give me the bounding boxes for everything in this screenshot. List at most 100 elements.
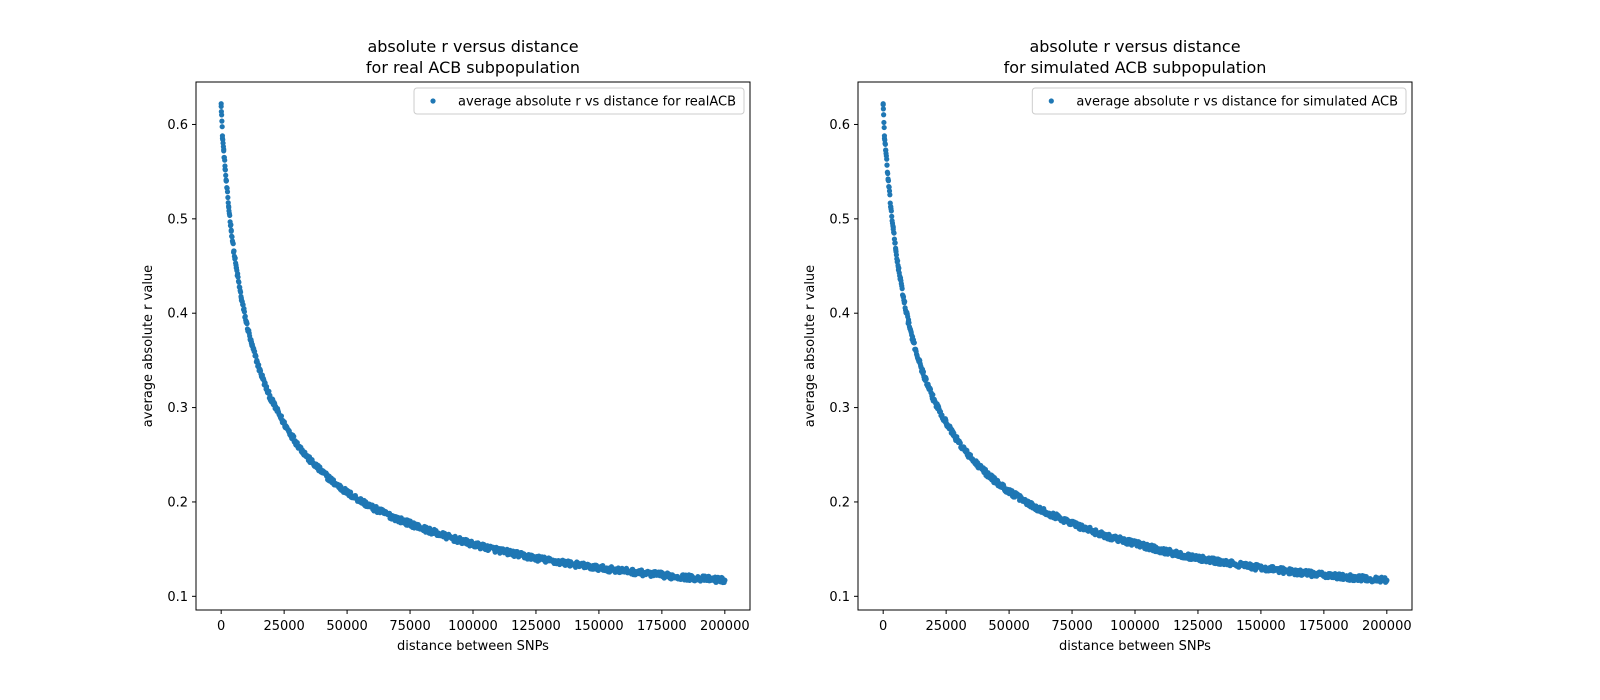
data-point [221,148,227,154]
data-point [281,421,287,427]
data-point [344,489,350,496]
axes-frame [195,81,751,611]
scatter-series [880,101,1390,585]
legend: average absolute r vs distance for simul… [1031,87,1407,115]
scatter-point [895,258,901,264]
data-point [1384,577,1390,583]
data-point [369,505,375,511]
scatter-point [223,172,229,178]
y-tick-label: 0.6 [167,118,188,133]
data-point [890,226,896,232]
scatter-point [888,208,894,214]
data-point [331,480,338,486]
data-point [1333,573,1340,580]
data-point [881,133,888,139]
data-point [223,178,229,184]
data-point [1006,488,1012,495]
chart-2: absolute r versus distance for simulated … [803,37,1413,654]
data-point [968,455,974,462]
scatter-point [291,433,297,440]
scatter-series [218,101,728,586]
data-point [895,264,901,270]
scatter-point [222,167,228,173]
x-tick-label: 125000 [1173,619,1223,634]
x-tick-label: 75000 [1051,619,1092,634]
data-point [306,456,312,463]
data-point [697,575,703,581]
x-tick-label: 200000 [700,619,750,634]
data-point [883,147,889,153]
y-tick-label: 0.2 [167,495,188,510]
x-axis-label: distance between SNPs [1059,639,1211,654]
data-point [671,573,678,580]
scatter-point [902,298,908,305]
data-point [256,365,262,371]
legend: average absolute r vs distance for realA… [413,87,745,115]
data-point [1107,534,1113,540]
y-tick-label: 0.5 [167,212,188,227]
data-point [228,227,234,233]
data-point [319,469,325,475]
scatter-point [887,192,893,198]
scatter-point [893,252,900,258]
chart-title-line-1: absolute r versus distance [367,37,578,56]
legend-marker [1048,98,1054,104]
data-point [470,541,476,548]
data-point [420,525,426,531]
data-point [1233,561,1239,567]
data-point [943,420,949,426]
x-tick-label: 25000 [925,619,966,634]
data-point [722,577,728,583]
data-point [1207,557,1214,564]
x-axis-label: distance between SNPs [397,639,549,654]
data-point [248,340,254,346]
data-point [1157,547,1163,553]
scatter-point [219,118,225,124]
data-point [238,295,244,301]
x-tick-label: 125000 [511,619,561,634]
scatter-point [219,112,225,118]
scatter-point [891,230,897,236]
data-point [1182,553,1188,559]
scatter-point [232,255,238,261]
scatter-point [224,189,231,195]
data-point [888,203,894,210]
legend-box [413,87,745,115]
scatter-point [886,184,892,190]
data-point [495,547,501,553]
data-point [520,553,526,559]
x-tick-label: 200000 [1362,619,1412,634]
data-point [900,294,906,300]
scatter-point [884,156,890,162]
scatter-point [219,124,225,130]
scatter-point [242,313,248,319]
data-point [646,571,652,577]
data-point [910,339,917,346]
data-point [885,177,891,183]
chart-title-line-2: for real ACB subpopulation [366,58,580,77]
scatter-point [920,369,927,375]
y-tick-label: 0.1 [829,590,850,605]
y-tick-label: 0.6 [829,118,850,133]
scatter-point [253,353,259,359]
scatter-point [881,112,887,118]
data-point [294,440,300,447]
data-point [243,320,249,326]
data-point [394,516,401,522]
data-point [226,204,232,211]
x-tick-label: 0 [879,619,887,634]
data-point [884,162,890,168]
chart-title-line-2: for simulated ACB subpopulation [1004,58,1267,77]
x-tick-label: 175000 [637,619,687,634]
legend-label: average absolute r vs distance for simul… [1076,95,1398,110]
x-tick-label: 0 [217,619,225,634]
scatter-point [236,279,242,285]
data-point [621,568,627,574]
y-tick-label: 0.2 [829,495,850,510]
x-tick-label: 75000 [389,619,430,634]
scatter-point [881,119,887,126]
y-tick-label: 0.3 [829,401,850,416]
data-point [1359,575,1365,581]
x-tick-label: 25000 [263,619,304,634]
